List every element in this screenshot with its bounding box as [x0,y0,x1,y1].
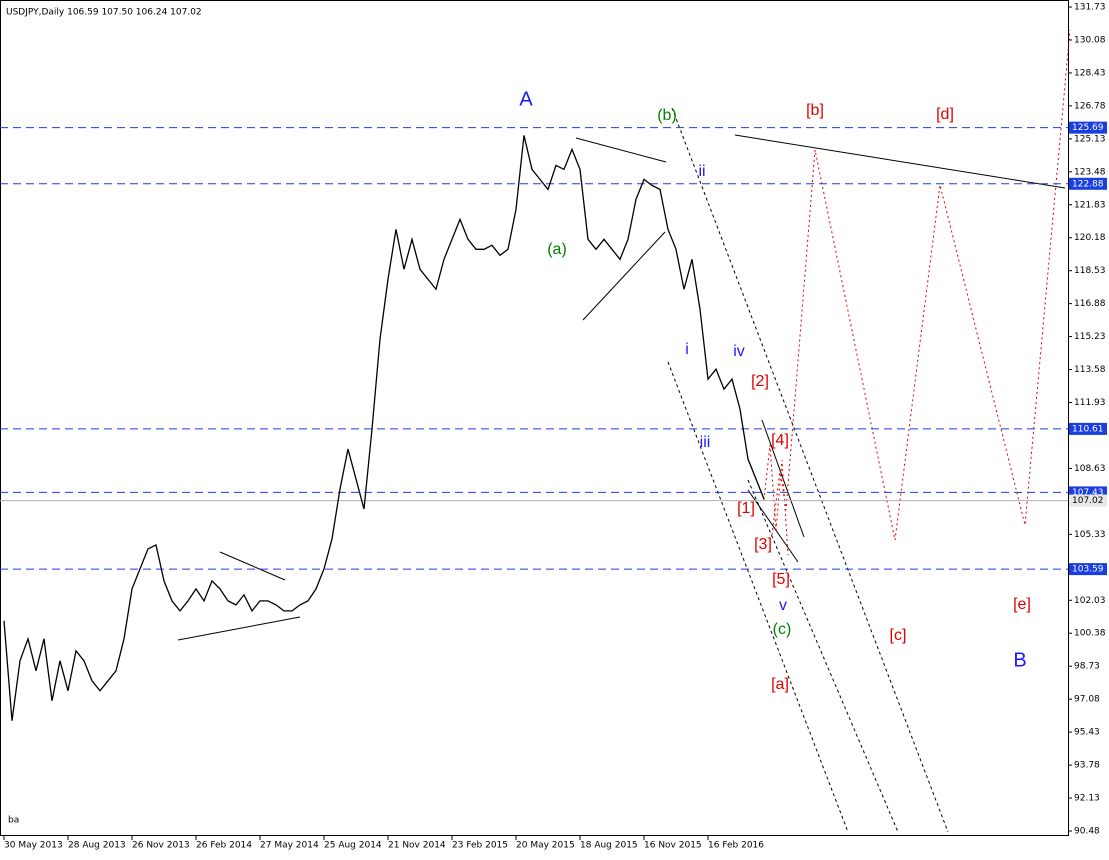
y-tick-label: 125.13 [1074,134,1106,144]
y-tick-label: 98.73 [1074,662,1100,672]
level-label-box [1069,422,1107,435]
y-tick-label: 123.48 [1074,167,1106,177]
y-tick-label: 120.18 [1074,233,1106,243]
x-tick-label: 25 Aug 2014 [324,841,382,851]
y-tick-label: 126.78 [1074,101,1106,111]
forecast-subwaves [763,444,789,556]
x-tick-label: 23 Feb 2015 [452,841,508,851]
trendline [761,419,805,538]
current-price-box [1069,494,1107,507]
y-tick-label: 102.03 [1074,596,1106,606]
y-tick-label: 115.23 [1074,332,1106,342]
trendline [219,551,286,581]
x-tick-label: 16 Feb 2016 [708,841,764,851]
y-tick-label: 100.38 [1074,629,1106,639]
wave-label: [1] [737,500,755,517]
y-tick-label: 131.73 [1074,3,1106,13]
x-tick-label: 26 Feb 2014 [196,841,252,851]
y-tick-label: 116.88 [1074,299,1106,309]
wave-label: [e] [1013,596,1031,613]
wave-label: A [519,88,533,110]
wave-label: i [685,341,689,358]
trendline [747,489,799,563]
y-tick-label: 121.83 [1074,200,1106,210]
trendlines [177,134,1066,641]
wave-label: B [1013,649,1026,671]
x-tick-label: 27 May 2014 [260,841,319,851]
wave-label: [d] [936,106,954,123]
y-tick-label: 130.08 [1074,35,1106,45]
wave-label: (c) [773,621,792,638]
wave-label: [2] [751,373,769,390]
level-label-box [1069,177,1107,190]
y-tick-label: 113.58 [1074,365,1106,375]
level-label: 125.69 [1072,123,1104,133]
y-tick-label: 92.13 [1074,794,1100,804]
y-tick-label: 111.93 [1074,398,1106,408]
x-tick-label: 21 Nov 2014 [388,841,446,851]
wave-label: iii [700,434,711,451]
level-label: 107.43 [1072,488,1104,498]
x-tick-label: 26 Nov 2013 [132,841,190,851]
wave-label: ii [698,163,705,180]
level-label: 122.88 [1072,179,1104,189]
wave-label: iv [733,343,745,360]
level-label: 103.59 [1072,565,1104,575]
x-tick-label: 16 Nov 2015 [644,841,702,851]
level-label: 110.61 [1072,424,1104,434]
x-tick-label: 28 Aug 2013 [68,841,126,851]
trendline [734,134,1066,189]
wave-label: (b) [657,107,677,124]
wave-label: [3] [754,536,772,553]
level-label-box [1069,121,1107,134]
y-tick-label: 128.43 [1074,68,1106,78]
x-tick-label: 20 May 2015 [516,841,575,851]
y-tick-label: 108.63 [1074,464,1106,474]
footer-label: ba [8,816,19,826]
wave-label: [b] [806,102,824,119]
y-tick-label: 97.08 [1074,695,1100,705]
forecast-path [771,29,1071,541]
y-tick-label: 118.53 [1074,266,1106,276]
level-label-box [1069,563,1107,576]
x-tick-label: 30 May 2013 [4,841,63,851]
channel-line [747,479,899,833]
y-tick-label: 95.43 [1074,728,1100,738]
wave-label: [4] [771,432,789,449]
wave-label: [c] [890,627,907,644]
plot-frame [0,0,1069,836]
y-tick-label: 90.48 [1074,827,1100,837]
trendline [177,616,301,641]
price-line [3,135,765,721]
wave-label: [a] [771,676,789,693]
trendline [575,137,667,163]
trendline [582,231,666,321]
y-tick-label: 105.33 [1074,530,1106,540]
chart-header: USDJPY,Daily 106.59 107.50 106.24 107.02 [6,8,202,18]
x-tick-label: 18 Aug 2015 [580,841,638,851]
wave-label: [5] [772,571,790,588]
wave-label: (a) [547,241,567,258]
channel-lines [667,107,949,833]
wave-label: v [779,597,787,614]
current-price-label: 107.02 [1072,496,1104,506]
y-tick-label: 93.78 [1074,761,1100,771]
